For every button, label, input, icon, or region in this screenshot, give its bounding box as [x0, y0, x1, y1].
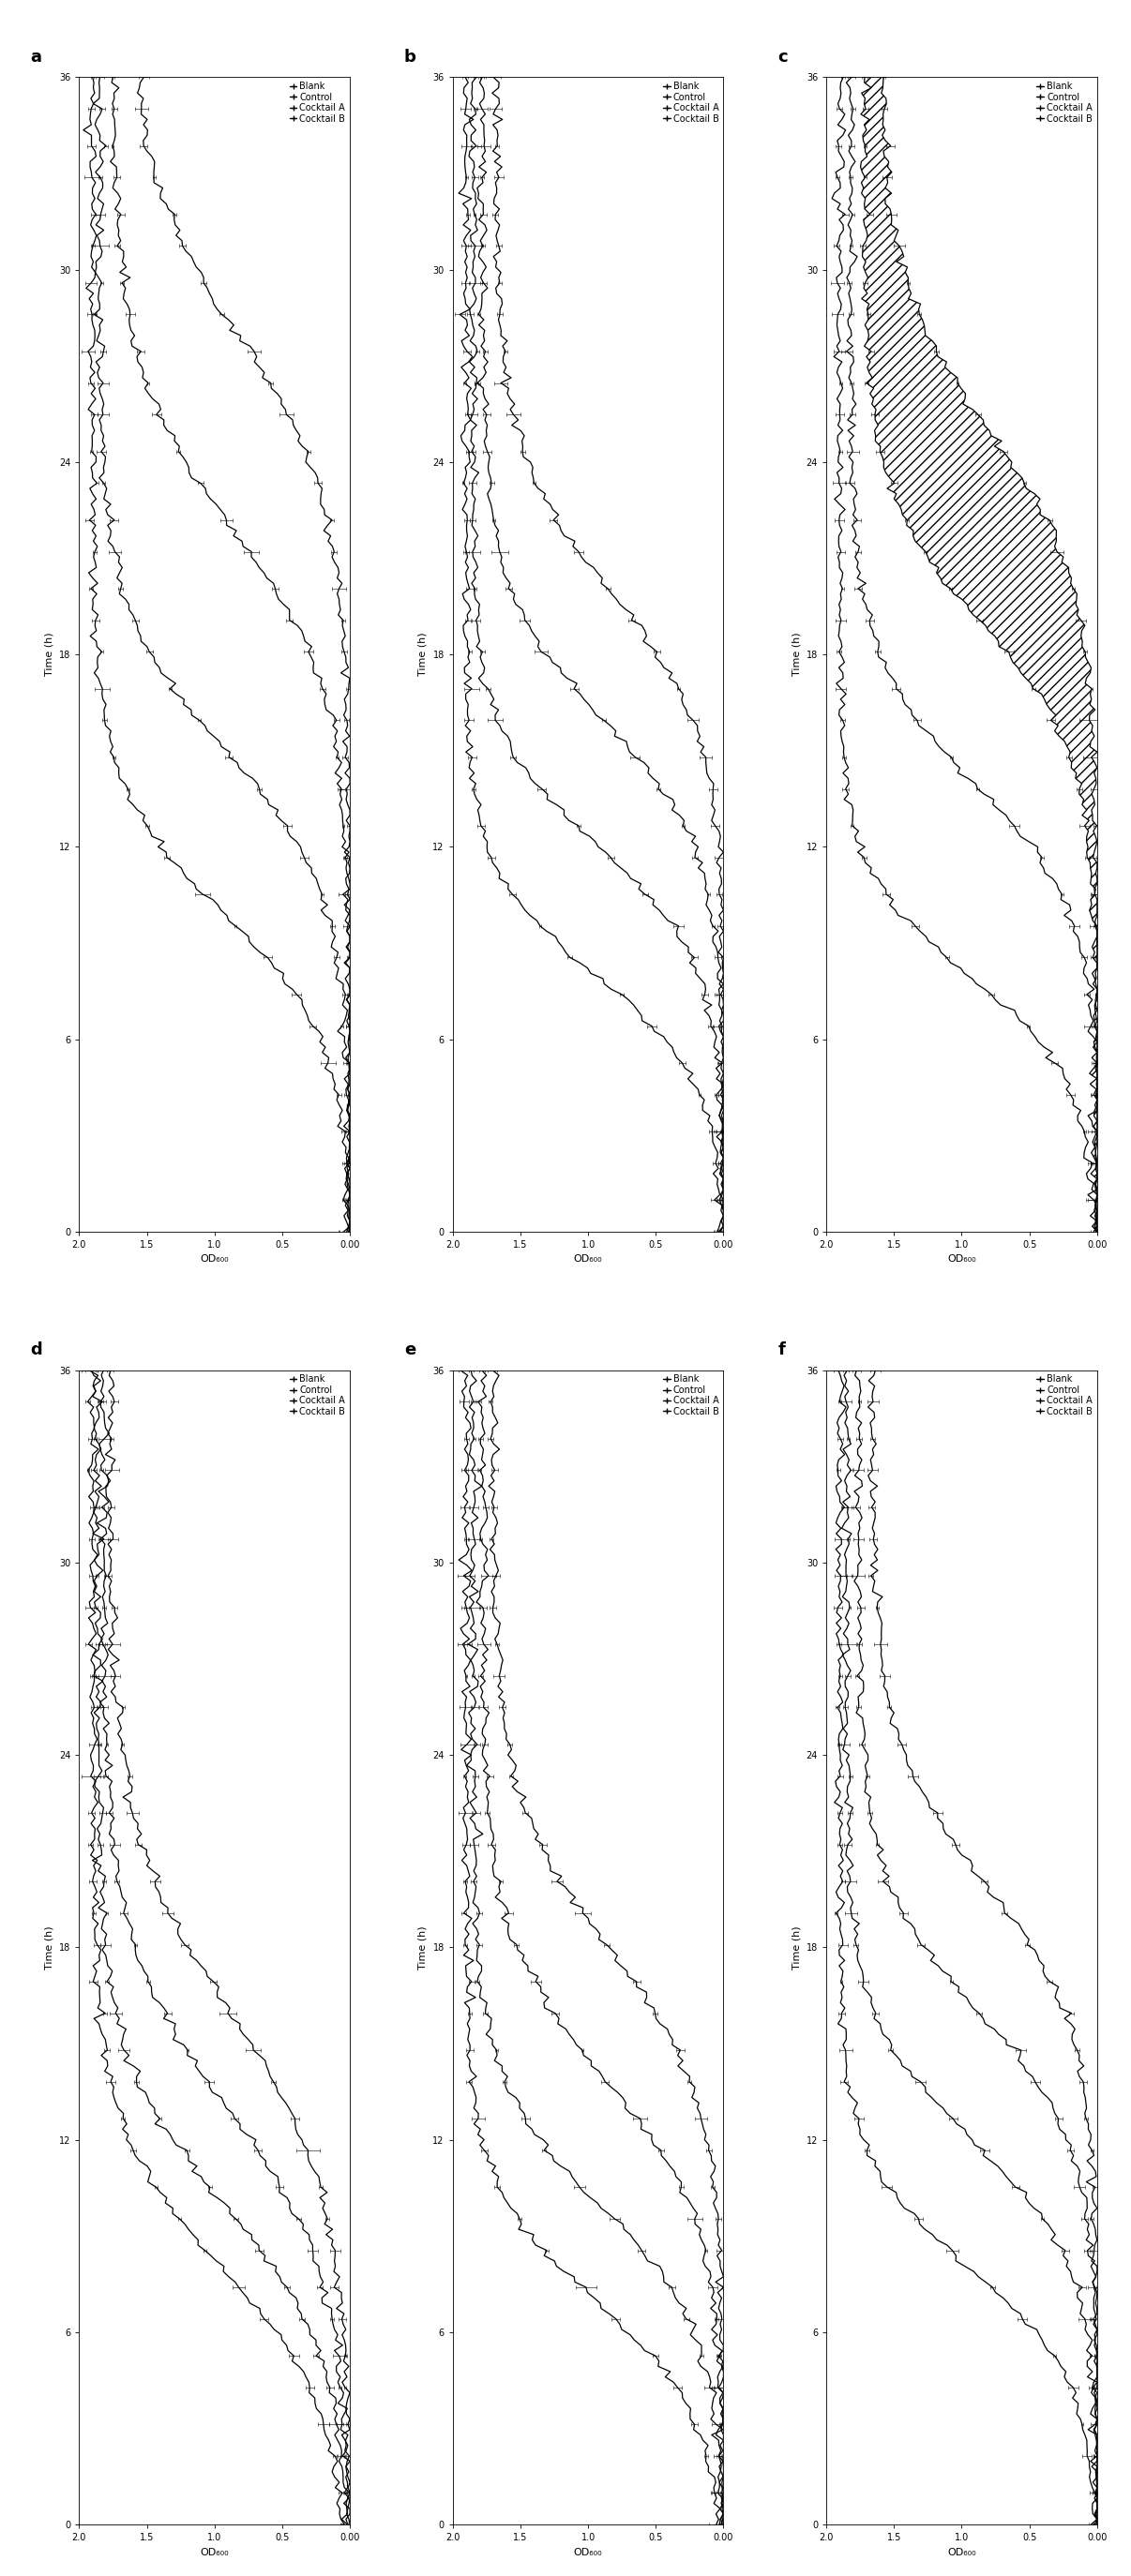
X-axis label: OD₆₀₀: OD₆₀₀ [200, 1255, 228, 1265]
Y-axis label: Time (h): Time (h) [418, 634, 428, 677]
Y-axis label: Time (h): Time (h) [44, 634, 54, 677]
Y-axis label: Time (h): Time (h) [792, 1924, 801, 1968]
Text: e: e [404, 1342, 415, 1358]
X-axis label: OD₆₀₀: OD₆₀₀ [200, 2548, 228, 2558]
X-axis label: OD₆₀₀: OD₆₀₀ [573, 2548, 603, 2558]
Legend: Blank, Control, Cocktail A, Cocktail B: Blank, Control, Cocktail A, Cocktail B [1035, 1373, 1095, 1419]
Text: d: d [31, 1342, 42, 1358]
X-axis label: OD₆₀₀: OD₆₀₀ [948, 2548, 976, 2558]
Text: b: b [404, 49, 416, 67]
Y-axis label: Time (h): Time (h) [44, 1924, 54, 1968]
Legend: Blank, Control, Cocktail A, Cocktail B: Blank, Control, Cocktail A, Cocktail B [1035, 80, 1095, 126]
Legend: Blank, Control, Cocktail A, Cocktail B: Blank, Control, Cocktail A, Cocktail B [662, 80, 720, 126]
Text: f: f [778, 1342, 785, 1358]
Y-axis label: Time (h): Time (h) [792, 634, 801, 677]
Legend: Blank, Control, Cocktail A, Cocktail B: Blank, Control, Cocktail A, Cocktail B [662, 1373, 720, 1419]
X-axis label: OD₆₀₀: OD₆₀₀ [948, 1255, 976, 1265]
X-axis label: OD₆₀₀: OD₆₀₀ [573, 1255, 603, 1265]
Y-axis label: Time (h): Time (h) [418, 1924, 428, 1968]
Text: c: c [778, 49, 787, 67]
Text: a: a [31, 49, 42, 67]
Legend: Blank, Control, Cocktail A, Cocktail B: Blank, Control, Cocktail A, Cocktail B [287, 1373, 347, 1419]
Legend: Blank, Control, Cocktail A, Cocktail B: Blank, Control, Cocktail A, Cocktail B [287, 80, 347, 126]
